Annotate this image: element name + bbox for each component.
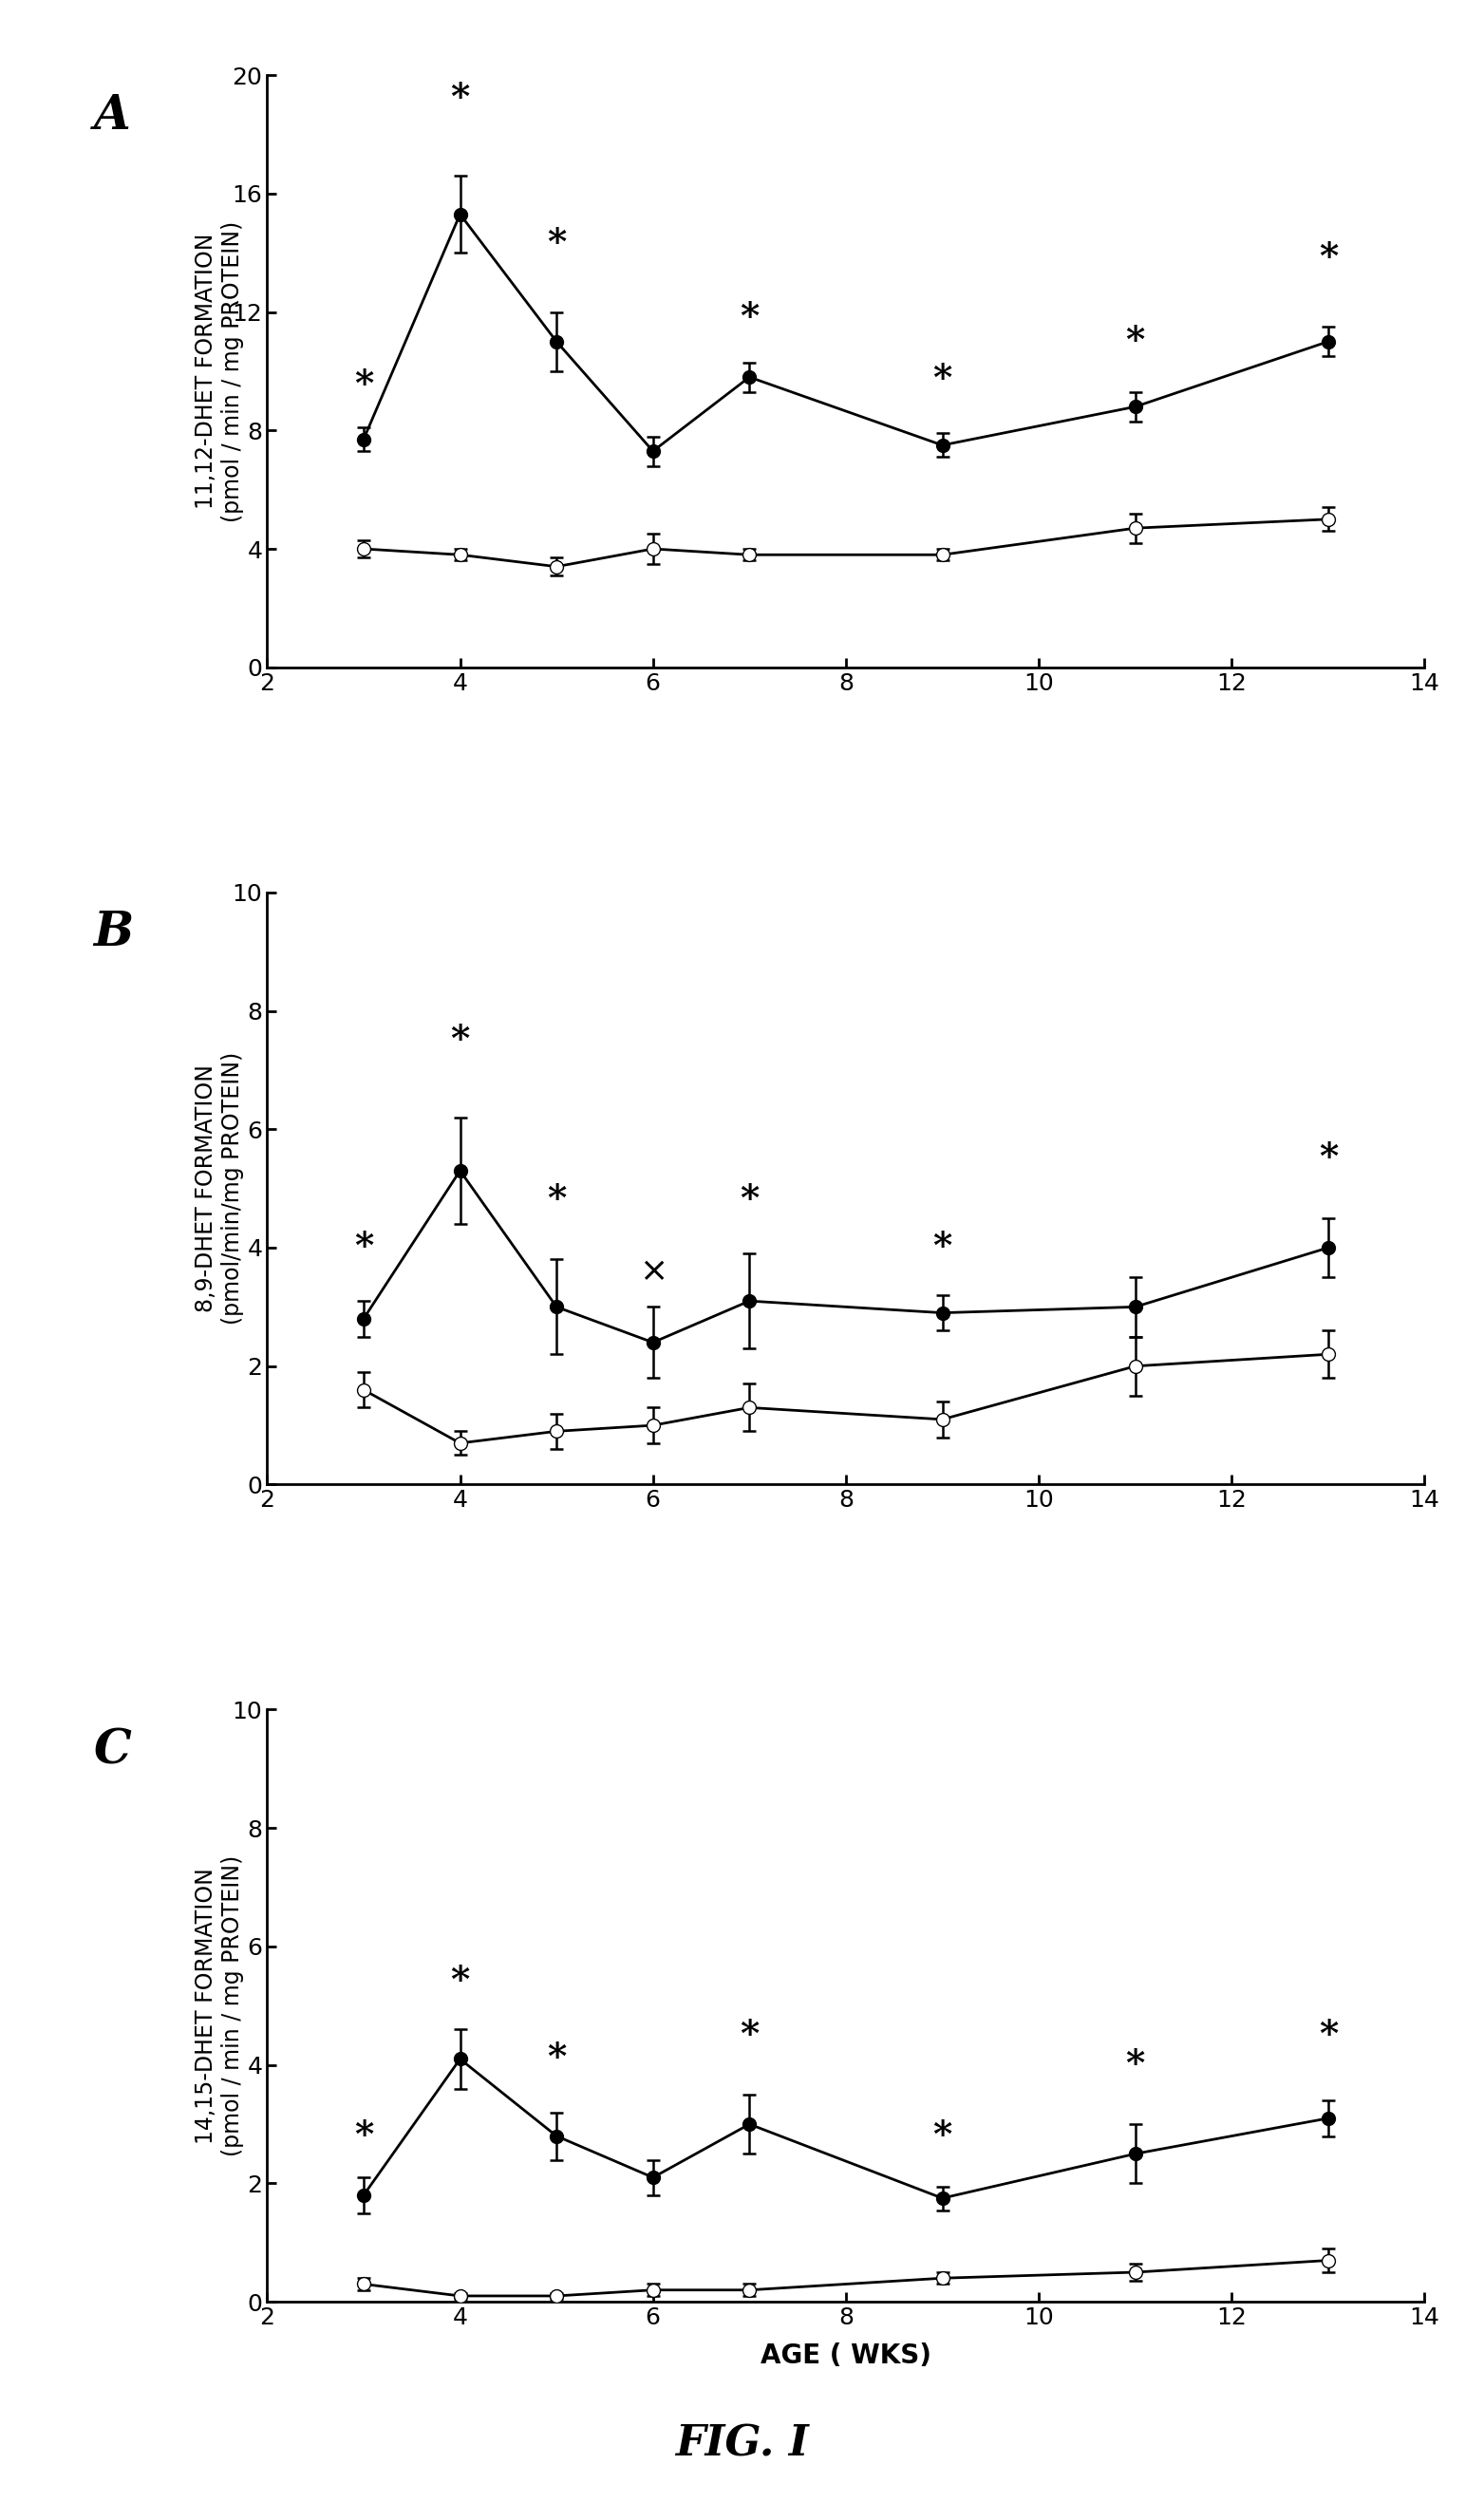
Text: *: * xyxy=(450,1964,470,1999)
Y-axis label: 11,12-DHET FORMATION
(pmol / min / mg PROTEIN): 11,12-DHET FORMATION (pmol / min / mg PR… xyxy=(194,220,243,523)
Text: FIG. I: FIG. I xyxy=(675,2424,809,2464)
Y-axis label: 8,9-DHET FORMATION
(pmol/min/mg PROTEIN): 8,9-DHET FORMATION (pmol/min/mg PROTEIN) xyxy=(194,1051,243,1326)
Text: *: * xyxy=(932,1228,953,1266)
Text: *: * xyxy=(1125,323,1146,360)
Text: A: A xyxy=(93,93,131,140)
Text: *: * xyxy=(450,1023,470,1058)
Text: *: * xyxy=(546,225,567,263)
Text: *: * xyxy=(1125,2047,1146,2084)
Text: *: * xyxy=(546,1183,567,1218)
Text: *: * xyxy=(353,2119,374,2154)
Text: *: * xyxy=(932,363,953,398)
Text: C: C xyxy=(93,1726,131,1774)
Text: ×: × xyxy=(638,1256,668,1289)
Text: *: * xyxy=(353,1228,374,1266)
Text: *: * xyxy=(932,2119,953,2154)
Text: *: * xyxy=(739,2017,760,2054)
Text: *: * xyxy=(353,368,374,403)
Text: *: * xyxy=(450,80,470,118)
Text: *: * xyxy=(1318,240,1339,278)
Text: *: * xyxy=(1318,1141,1339,1176)
Text: *: * xyxy=(1318,2017,1339,2054)
X-axis label: AGE ( WKS): AGE ( WKS) xyxy=(760,2342,932,2369)
Y-axis label: 14,15-DHET FORMATION
(pmol / min / mg PROTEIN): 14,15-DHET FORMATION (pmol / min / mg PR… xyxy=(194,1854,243,2157)
Text: *: * xyxy=(546,2042,567,2077)
Text: *: * xyxy=(739,1183,760,1218)
Text: B: B xyxy=(93,911,134,956)
Text: *: * xyxy=(739,300,760,335)
